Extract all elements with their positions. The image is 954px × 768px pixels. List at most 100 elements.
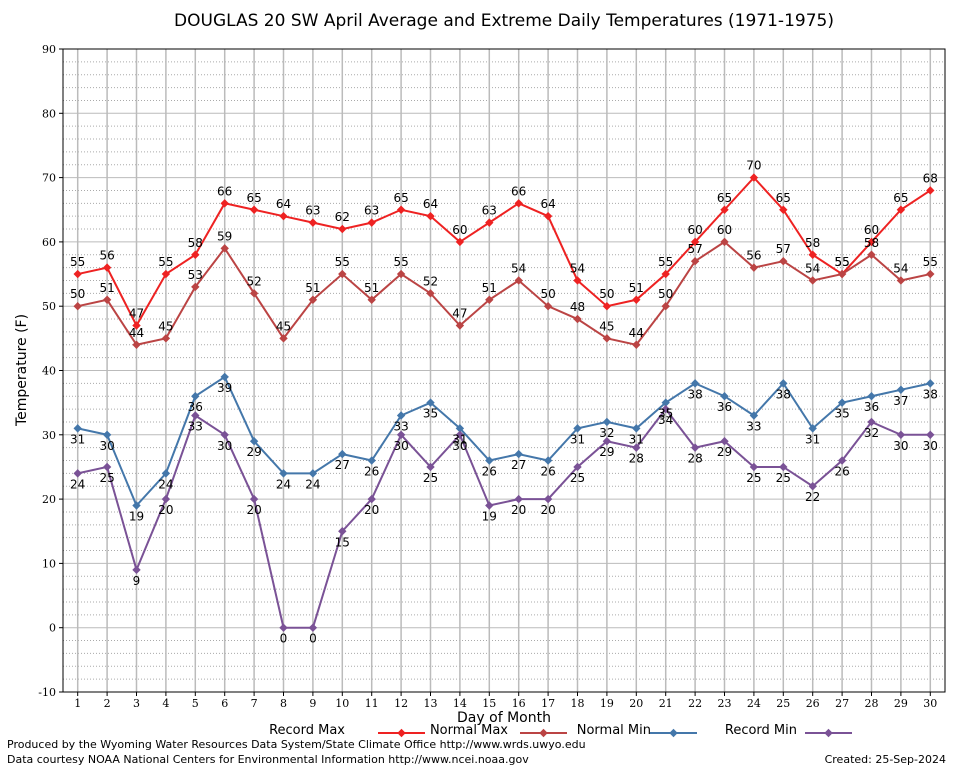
data-point bbox=[808, 250, 817, 259]
data-label: 65 bbox=[717, 191, 732, 205]
grid bbox=[63, 48, 945, 693]
data-label: 54 bbox=[893, 261, 908, 275]
data-label: 28 bbox=[687, 452, 702, 466]
data-label: 26 bbox=[364, 465, 379, 479]
x-tick-label: 26 bbox=[806, 697, 820, 710]
data-label: 55 bbox=[834, 255, 849, 269]
data-label: 50 bbox=[658, 287, 673, 301]
x-tick-label: 22 bbox=[688, 697, 702, 710]
data-label: 26 bbox=[482, 465, 497, 479]
data-point bbox=[896, 276, 906, 285]
data-label: 29 bbox=[246, 445, 261, 459]
legend-label: Normal Max bbox=[430, 723, 508, 738]
data-point bbox=[661, 301, 670, 311]
x-tick-label: 13 bbox=[424, 697, 438, 710]
data-label: 50 bbox=[70, 287, 85, 301]
data-point bbox=[720, 205, 729, 214]
data-label: 64 bbox=[276, 197, 291, 211]
data-point bbox=[102, 462, 112, 472]
data-label: 60 bbox=[717, 223, 732, 237]
data-label: 38 bbox=[923, 387, 938, 401]
data-point bbox=[485, 295, 494, 304]
x-tick-label: 18 bbox=[571, 697, 585, 710]
data-point bbox=[632, 340, 641, 349]
data-point bbox=[514, 276, 523, 285]
series-line bbox=[77, 375, 931, 508]
data-label: 26 bbox=[540, 465, 555, 479]
data-point bbox=[926, 430, 935, 440]
data-label: 38 bbox=[776, 387, 791, 401]
data-point bbox=[632, 295, 641, 304]
series-line bbox=[77, 407, 931, 629]
data-label: 30 bbox=[99, 439, 114, 453]
data-point bbox=[749, 173, 759, 182]
data-point bbox=[808, 276, 817, 285]
data-label: 51 bbox=[629, 281, 644, 295]
data-point bbox=[632, 424, 641, 433]
x-tick-label: 28 bbox=[865, 697, 879, 710]
data-point bbox=[308, 218, 318, 227]
data-label: 36 bbox=[717, 400, 732, 414]
data-point bbox=[837, 456, 847, 465]
legend-label: Normal Min bbox=[577, 723, 651, 738]
data-point bbox=[279, 334, 288, 343]
data-label: 33 bbox=[746, 420, 761, 434]
data-labels: 55 56 47 55 58 66 65 64 63 62 63 65 64 60 63 66 64 54 50 51… bbox=[70, 159, 938, 646]
x-tick-label: 7 bbox=[251, 697, 258, 710]
data-point bbox=[396, 269, 406, 279]
data-label: 65 bbox=[246, 191, 261, 205]
data-label: 65 bbox=[776, 191, 791, 205]
y-tick-label: -10 bbox=[38, 686, 56, 699]
data-point bbox=[602, 417, 612, 427]
data-point bbox=[220, 372, 229, 382]
data-label: 27 bbox=[335, 458, 350, 472]
data-label: 29 bbox=[599, 445, 614, 459]
data-label: 57 bbox=[687, 242, 702, 256]
data-label: 44 bbox=[129, 326, 144, 340]
data-point bbox=[837, 398, 847, 407]
data-point bbox=[926, 269, 935, 279]
data-point bbox=[132, 321, 141, 330]
data-label: 63 bbox=[305, 204, 320, 218]
data-label: 20 bbox=[511, 503, 526, 517]
data-label: 36 bbox=[864, 400, 879, 414]
data-label: 31 bbox=[452, 432, 467, 446]
data-label: 64 bbox=[423, 197, 438, 211]
data-point bbox=[161, 494, 171, 504]
data-point bbox=[690, 379, 700, 388]
data-point bbox=[779, 256, 788, 266]
data-point bbox=[132, 501, 141, 510]
data-label: 51 bbox=[305, 281, 320, 295]
data-label: 24 bbox=[70, 477, 85, 491]
data-point bbox=[279, 469, 288, 478]
data-point bbox=[132, 565, 141, 575]
data-label: 25 bbox=[423, 471, 438, 485]
data-point bbox=[191, 411, 200, 420]
y-tick-label: 30 bbox=[42, 429, 56, 442]
x-tick-label: 9 bbox=[309, 697, 316, 710]
data-point bbox=[455, 430, 465, 440]
data-point bbox=[455, 321, 465, 330]
data-point bbox=[367, 456, 376, 465]
data-label: 29 bbox=[717, 445, 732, 459]
data-label: 56 bbox=[746, 249, 761, 263]
data-label: 24 bbox=[158, 477, 173, 491]
data-point bbox=[426, 211, 435, 221]
data-label: 60 bbox=[687, 223, 702, 237]
data-point bbox=[514, 494, 523, 504]
data-label: 65 bbox=[893, 191, 908, 205]
data-label: 50 bbox=[540, 287, 555, 301]
x-tick-label: 29 bbox=[894, 697, 908, 710]
data-label: 19 bbox=[129, 510, 144, 524]
data-point bbox=[543, 456, 553, 465]
data-point bbox=[396, 430, 406, 440]
legend: Record Max Normal Max Normal Min Record Min bbox=[269, 723, 852, 738]
data-point bbox=[690, 256, 700, 266]
data-label: 58 bbox=[805, 236, 820, 250]
legend-marker bbox=[669, 728, 678, 738]
data-label: 44 bbox=[629, 326, 644, 340]
data-label: 31 bbox=[629, 432, 644, 446]
data-label: 51 bbox=[364, 281, 379, 295]
data-label: 35 bbox=[834, 407, 849, 421]
